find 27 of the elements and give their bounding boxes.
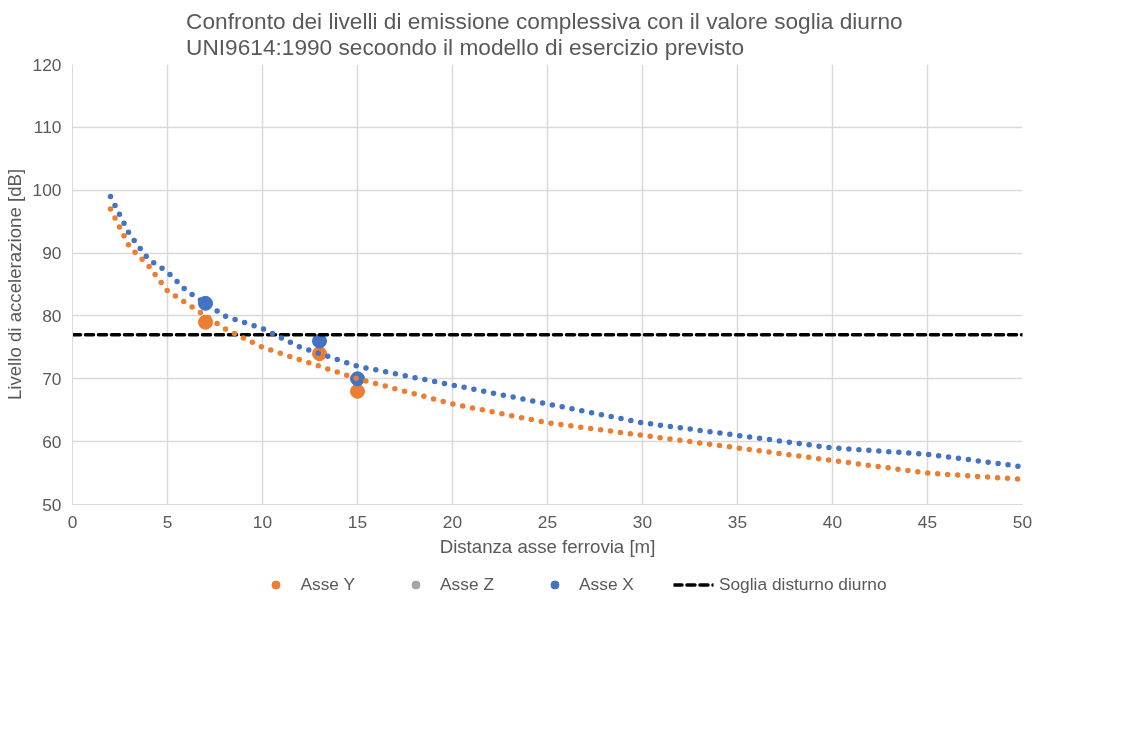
x-tick-label: 50 (1012, 511, 1033, 532)
x-tick-label: 45 (917, 511, 938, 532)
x-tick-label: 0 (67, 511, 78, 532)
y-tick-label: 90 (42, 243, 62, 264)
y-tick-label: 120 (32, 54, 62, 75)
y-tick-label: 80 (42, 305, 62, 326)
point (350, 383, 365, 399)
x-tick-label: 5 (162, 511, 173, 532)
x-tick-label: 15 (347, 511, 368, 532)
x-tick-label: 40 (822, 511, 843, 532)
x-tick-label: 25 (537, 511, 558, 532)
chart-title: Confronto dei livelli di emissione complessiva con il valore soglia diurno UNI9614:1990 secoondo il modello di esercizio previsto (186, 7, 903, 60)
x-tick-label: 35 (727, 511, 748, 532)
x-tick-label: 30 (632, 511, 653, 532)
legend-label: Asse Y (300, 573, 356, 595)
y-tick-label: 50 (42, 494, 62, 515)
y-tick-label: 100 (32, 180, 62, 201)
legend-label: Asse X (579, 573, 634, 595)
y-tick-label: 70 (42, 368, 62, 389)
y-axis-title: Livello di accelerazione [dB] (3, 168, 25, 401)
legend-label: Asse Z (440, 573, 494, 595)
y-tick-label: 110 (33, 117, 62, 138)
x-tick-label: 20 (442, 511, 463, 532)
x-axis-title: Distanza asse ferrovia [m] (439, 535, 656, 557)
x-tick-label: 10 (252, 511, 273, 532)
y-tick-label: 60 (42, 431, 62, 452)
legend-label: Soglia disturno diurno (718, 573, 887, 595)
